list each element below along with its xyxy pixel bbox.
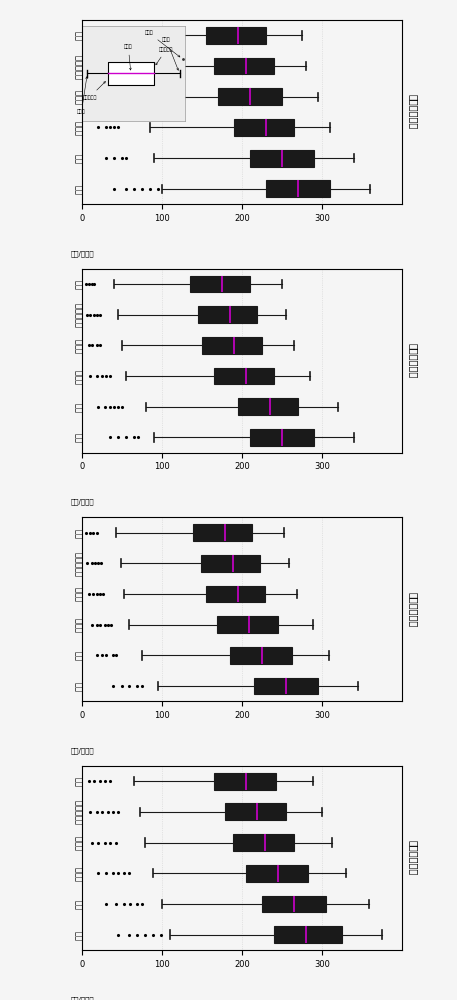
PathPatch shape [202, 337, 262, 354]
Y-axis label: 图西风菌景区: 图西风菌景区 [408, 592, 418, 627]
PathPatch shape [250, 150, 314, 167]
Y-axis label: 图东风菌景区: 图东风菌景区 [408, 840, 418, 876]
PathPatch shape [262, 896, 326, 912]
PathPatch shape [218, 88, 282, 105]
PathPatch shape [246, 865, 308, 882]
PathPatch shape [250, 429, 314, 446]
Text: 浓度/微克米: 浓度/微克米 [70, 499, 94, 505]
Text: 浓度/微克米: 浓度/微克米 [70, 996, 94, 1000]
PathPatch shape [214, 58, 274, 74]
PathPatch shape [233, 834, 294, 851]
PathPatch shape [206, 586, 265, 602]
PathPatch shape [234, 119, 294, 136]
PathPatch shape [274, 926, 342, 943]
PathPatch shape [230, 647, 292, 664]
PathPatch shape [198, 306, 257, 323]
Text: 浓度/微克米: 浓度/微克米 [70, 747, 94, 754]
PathPatch shape [214, 773, 276, 790]
PathPatch shape [206, 27, 266, 44]
PathPatch shape [190, 276, 250, 292]
Y-axis label: 图南风菌景区: 图南风菌景区 [408, 343, 418, 378]
PathPatch shape [225, 803, 286, 820]
PathPatch shape [254, 678, 318, 694]
PathPatch shape [238, 398, 298, 415]
PathPatch shape [266, 180, 330, 197]
PathPatch shape [214, 368, 274, 384]
Text: 浓度/微克米: 浓度/微克米 [70, 250, 94, 257]
PathPatch shape [217, 616, 278, 633]
PathPatch shape [201, 555, 260, 572]
Y-axis label: 图北风菌景区: 图北风菌景区 [408, 94, 418, 130]
PathPatch shape [193, 524, 252, 541]
